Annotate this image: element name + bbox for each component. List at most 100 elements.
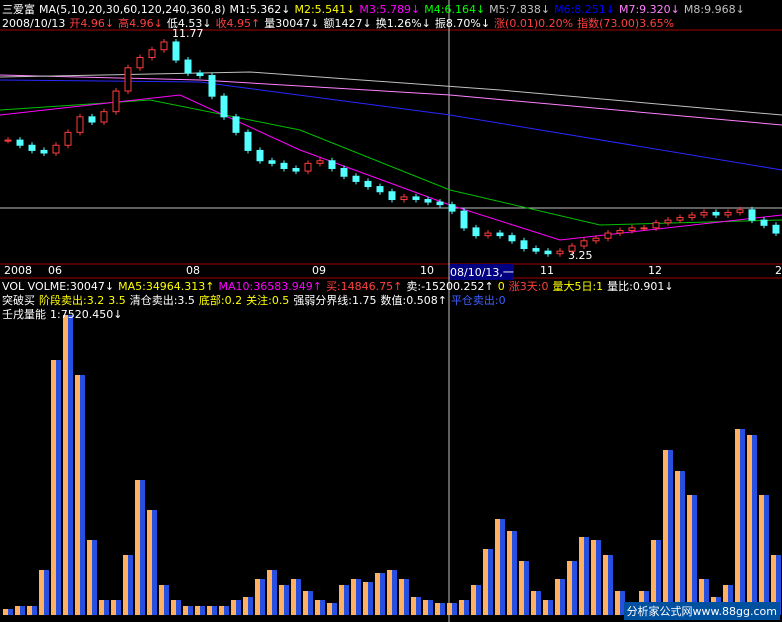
volume-bar: [392, 570, 397, 615]
text-segment: MA5:34964.313↑: [118, 280, 215, 293]
volume-bar: [243, 597, 248, 615]
volume-bar: [363, 582, 368, 615]
candle: [196, 72, 204, 77]
volume-bar: [584, 537, 589, 615]
candle: [700, 211, 708, 216]
candle: [592, 237, 600, 242]
candle: [388, 191, 396, 200]
candle: [412, 196, 420, 200]
annotation: 11.77: [172, 27, 204, 40]
volume-bar: [176, 600, 181, 615]
volume-bar: [699, 579, 704, 615]
volume-bar: [296, 579, 301, 615]
candle: [460, 210, 468, 229]
ma-line: [0, 74, 782, 126]
volume-bar: [776, 555, 781, 615]
date-label: 2: [775, 264, 782, 277]
candle: [28, 144, 36, 151]
candle: [376, 186, 384, 193]
volume-bar: [735, 429, 740, 615]
volume-bar: [728, 585, 733, 615]
volume-bar: [603, 555, 608, 615]
energy-line: 壬戌量能 1:7520.450↓: [2, 308, 126, 321]
volume-bar: [651, 540, 656, 615]
text-segment: 高4.96↓: [118, 17, 163, 30]
volume-bar: [476, 585, 481, 615]
volume-bar: [440, 603, 445, 615]
volume-bar: [423, 600, 428, 615]
volume-bar: [471, 585, 476, 615]
text-segment: MA10:36583.949↑: [218, 280, 322, 293]
volume-bar: [3, 609, 8, 615]
text-segment: 振8.70%↓: [434, 17, 491, 30]
volume-bar: [555, 579, 560, 615]
volume-bar: [356, 579, 361, 615]
volume-bar: [248, 597, 253, 615]
volume-bar: [15, 606, 20, 615]
candle: [208, 75, 216, 97]
date-label: 09: [312, 264, 326, 277]
volume-bar: [315, 600, 320, 615]
candle: [664, 219, 672, 224]
volume-bar: [152, 510, 157, 615]
volume-bar: [771, 555, 776, 615]
candle: [484, 232, 492, 237]
text-segment: 平仓卖出:0: [450, 294, 506, 307]
volume-bar: [615, 591, 620, 615]
volume-bar: [747, 435, 752, 615]
date-label: 12: [648, 264, 662, 277]
text-segment: 涨(0.01)0.20%: [494, 17, 574, 30]
candle: [748, 209, 756, 221]
candle: [340, 167, 348, 177]
text-segment: 阶段卖出:3.2: [39, 294, 105, 307]
volume-bar: [188, 606, 193, 615]
volume-bar: [368, 582, 373, 615]
text-segment: 低4.53↓: [166, 17, 212, 30]
text-segment: M2:5.541↓: [294, 3, 356, 16]
candle: [160, 41, 168, 51]
text-segment: 买:14846.75↑: [325, 280, 403, 293]
date-label: 08/10/13,一: [450, 264, 514, 280]
volume-bar: [380, 573, 385, 615]
text-segment: M7:9.320↓: [618, 3, 680, 16]
candle: [724, 211, 732, 216]
volume-bar: [44, 570, 49, 615]
text-segment: 卖:-15200.252↑: [406, 280, 494, 293]
text-segment: 底部:0.2: [198, 294, 243, 307]
candle: [364, 180, 372, 188]
volume-bar: [464, 600, 469, 615]
candle: [436, 201, 444, 206]
volume-bar: [39, 570, 44, 615]
candle: [40, 149, 48, 154]
volume-bar: [428, 600, 433, 615]
volume-bar: [351, 579, 356, 615]
volume-bar: [332, 603, 337, 615]
date-label: 08: [186, 264, 200, 277]
text-segment: 壬戌量能: [2, 308, 46, 321]
volume-header: VOL VOLME:30047↓ MA5:34964.313↑ MA10:36583…: [2, 280, 678, 293]
candle: [352, 175, 360, 182]
volume-bar: [80, 375, 85, 615]
volume-bar: [339, 585, 344, 615]
text-segment: VOL VOLME:30047↓: [2, 280, 115, 293]
text-segment: 换1.26%↓: [375, 17, 431, 30]
candle: [556, 250, 564, 255]
text-segment: M8:9.968↓: [683, 3, 745, 16]
volume-bar: [212, 606, 217, 615]
text-segment: 1:7520.450↓: [50, 308, 123, 321]
candle: [172, 41, 180, 61]
volume-bar: [272, 570, 277, 615]
volume-bar: [308, 591, 313, 615]
volume-bar: [459, 600, 464, 615]
volume-bar: [572, 561, 577, 615]
volume-bar: [135, 480, 140, 615]
watermark: 分析家公式网www.88gg.com: [623, 602, 780, 620]
candle: [616, 229, 624, 234]
volume-bar: [524, 561, 529, 615]
volume-bar: [656, 540, 661, 615]
volume-bar: [579, 537, 584, 615]
volume-bar: [495, 519, 500, 615]
volume-bar: [435, 603, 440, 615]
candle: [448, 204, 456, 212]
text-segment: 清仓卖出:3.5: [129, 294, 195, 307]
